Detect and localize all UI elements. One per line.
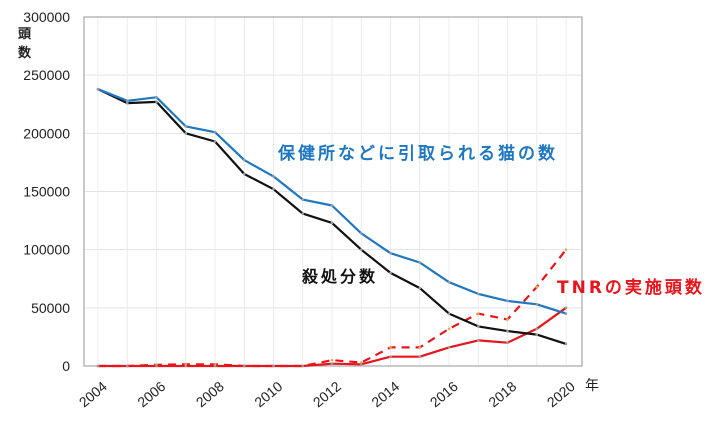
data-point xyxy=(359,232,363,235)
data-point xyxy=(301,198,305,201)
x-tick-label: 2018 xyxy=(485,378,519,410)
data-point xyxy=(418,286,422,290)
x-tick-label: 2008 xyxy=(193,378,227,410)
data-point xyxy=(506,318,509,321)
data-point xyxy=(506,329,509,333)
x-tick-label: 2014 xyxy=(368,378,402,410)
y-tick-label: 250000 xyxy=(23,67,70,83)
data-point xyxy=(125,101,129,105)
data-point xyxy=(359,362,363,366)
data-point xyxy=(96,87,100,91)
data-point xyxy=(535,333,539,336)
data-point xyxy=(272,175,275,178)
data-point xyxy=(564,248,568,251)
y-axis: 0 50000 100000 150000 200000 250000 300000 xyxy=(23,9,70,374)
data-point xyxy=(359,248,363,251)
y-axis-label-1: 頭 xyxy=(18,27,32,42)
data-point xyxy=(476,339,480,342)
data-point xyxy=(301,364,305,368)
y-tick-label: 50000 xyxy=(31,300,70,316)
data-point xyxy=(535,285,539,289)
y-axis-label-2: 数 xyxy=(18,45,32,61)
data-point xyxy=(389,355,392,358)
data-point xyxy=(564,306,568,310)
data-point xyxy=(213,140,217,143)
data-point xyxy=(125,364,129,368)
data-point xyxy=(184,364,188,368)
data-point xyxy=(476,312,480,315)
x-tick-label: 2004 xyxy=(76,378,110,410)
data-point xyxy=(506,341,509,345)
data-point xyxy=(564,312,568,315)
data-point xyxy=(242,158,246,162)
x-tick-label: 2012 xyxy=(310,378,344,410)
data-point xyxy=(447,327,451,331)
y-tick-label: 0 xyxy=(62,358,70,374)
annotation-intake: 保健所などに引取られる猫の数 xyxy=(277,143,558,164)
data-point xyxy=(389,271,392,275)
data-point xyxy=(242,172,246,176)
x-tick-label: 2010 xyxy=(251,378,285,410)
data-point xyxy=(418,261,422,264)
data-point xyxy=(476,325,480,328)
annotation-euthanasia: 殺処分数 xyxy=(301,267,378,286)
data-point xyxy=(418,346,422,349)
annotation-tnr: TNRの実施頭数 xyxy=(557,277,705,298)
data-point xyxy=(184,125,188,128)
data-point xyxy=(125,99,129,103)
data-point xyxy=(184,132,188,135)
series-lines xyxy=(96,87,568,368)
y-tick-label: 100000 xyxy=(23,242,70,258)
data-point xyxy=(535,303,539,306)
x-axis: 2004 2006 2008 2010 2012 2014 2016 2018 2020 xyxy=(76,378,578,410)
data-point xyxy=(155,364,158,368)
data-point xyxy=(301,212,305,215)
y-tick-label: 150000 xyxy=(23,184,70,200)
data-point xyxy=(506,299,509,303)
data-point xyxy=(447,280,451,284)
data-point xyxy=(96,364,100,368)
x-tick-label: 2020 xyxy=(544,378,578,410)
data-point xyxy=(418,355,422,358)
data-point xyxy=(389,251,392,255)
y-tick-label: 300000 xyxy=(23,9,70,25)
data-point xyxy=(213,364,217,368)
data-point xyxy=(330,358,334,362)
data-point xyxy=(155,100,158,104)
grid xyxy=(84,16,582,367)
data-point xyxy=(242,364,246,368)
x-tick-label: 2006 xyxy=(134,378,168,410)
x-axis-label: 年 xyxy=(585,378,599,394)
data-point xyxy=(272,364,275,368)
data-point xyxy=(330,204,334,207)
data-point xyxy=(155,95,158,99)
data-point xyxy=(330,362,334,365)
data-point xyxy=(389,346,392,349)
data-point xyxy=(476,292,480,296)
y-tick-label: 200000 xyxy=(23,125,70,141)
data-point xyxy=(213,130,217,134)
data-point xyxy=(564,342,568,346)
data-point xyxy=(535,327,539,331)
x-tick-label: 2016 xyxy=(427,378,461,410)
data-point xyxy=(447,312,451,315)
plot-border xyxy=(83,16,583,367)
data-point xyxy=(447,346,451,349)
data-point xyxy=(330,221,334,225)
data-point xyxy=(272,187,275,191)
